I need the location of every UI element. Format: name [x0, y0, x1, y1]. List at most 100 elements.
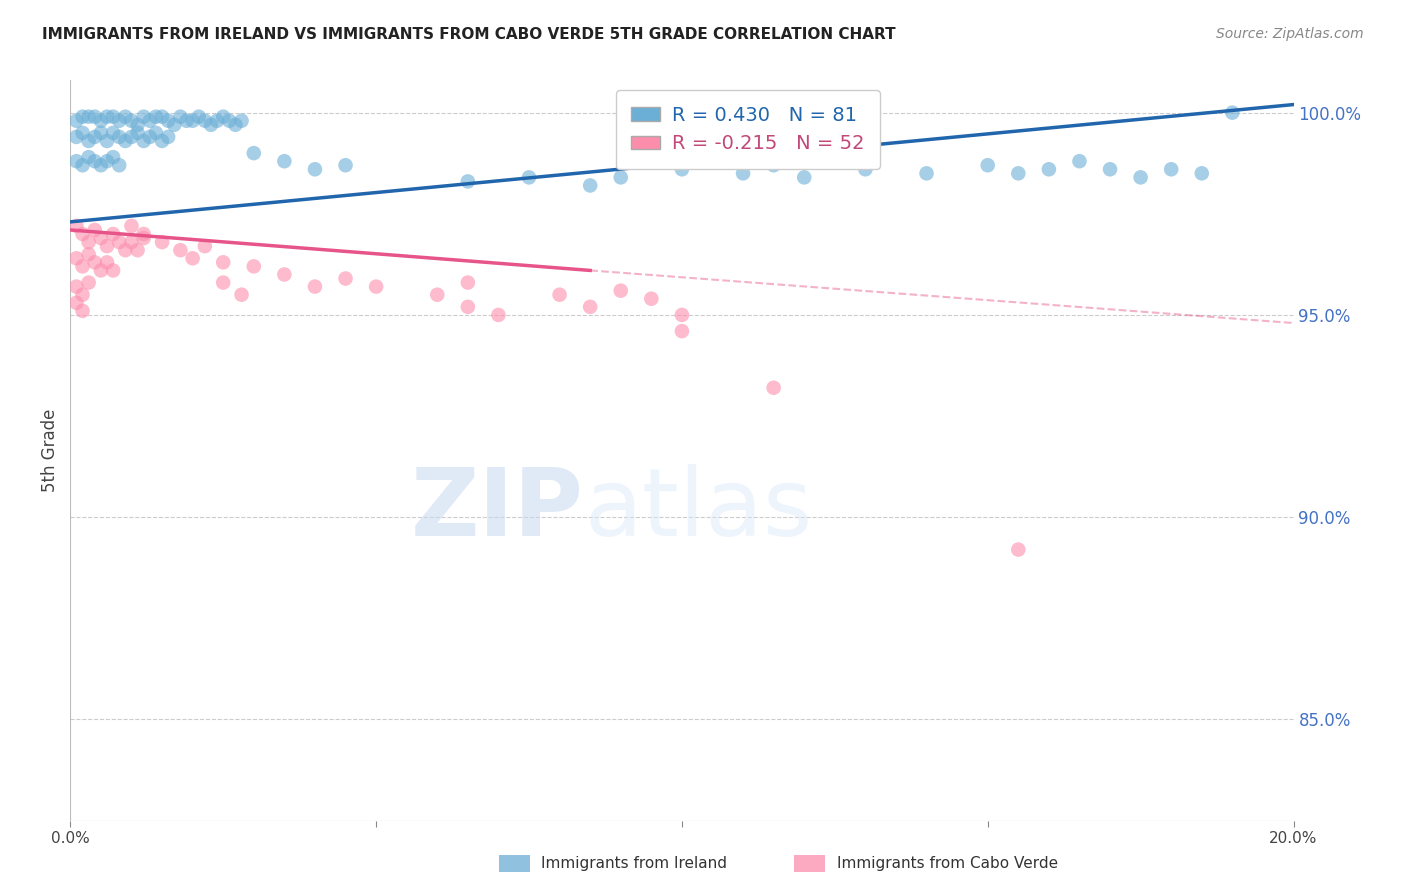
Point — [579, 300, 602, 314]
Point — [181, 252, 204, 266]
Point — [65, 154, 87, 169]
Point — [96, 134, 118, 148]
Point — [640, 292, 662, 306]
Point — [65, 295, 87, 310]
Point — [200, 118, 222, 132]
Point — [169, 243, 191, 257]
Point — [194, 239, 217, 253]
Point — [176, 113, 198, 128]
Point — [212, 255, 235, 269]
Point — [762, 158, 785, 172]
Point — [1129, 170, 1152, 185]
Point — [304, 279, 326, 293]
Point — [96, 239, 118, 253]
Point — [212, 110, 235, 124]
Point — [488, 308, 510, 322]
Point — [150, 235, 173, 249]
Point — [72, 287, 94, 301]
Point — [671, 162, 693, 177]
Point — [90, 113, 112, 128]
Point — [579, 178, 602, 193]
Point — [77, 134, 100, 148]
Point — [335, 271, 357, 285]
Point — [108, 235, 131, 249]
Point — [132, 134, 155, 148]
Point — [150, 134, 173, 148]
Point — [77, 276, 100, 290]
Point — [114, 243, 136, 257]
Point — [96, 154, 118, 169]
Text: IMMIGRANTS FROM IRELAND VS IMMIGRANTS FROM CABO VERDE 5TH GRADE CORRELATION CHAR: IMMIGRANTS FROM IRELAND VS IMMIGRANTS FR… — [42, 27, 896, 42]
Point — [96, 110, 118, 124]
Point — [72, 304, 94, 318]
Legend: R = 0.430   N = 81, R = -0.215   N = 52: R = 0.430 N = 81, R = -0.215 N = 52 — [616, 90, 880, 169]
Point — [145, 110, 167, 124]
Point — [762, 381, 785, 395]
Point — [77, 247, 100, 261]
Point — [83, 154, 105, 169]
Point — [101, 227, 124, 241]
Point — [187, 110, 209, 124]
Point — [83, 129, 105, 144]
Point — [114, 134, 136, 148]
Point — [1099, 162, 1122, 177]
Point — [273, 268, 295, 282]
Point — [90, 158, 112, 172]
Point — [224, 118, 246, 132]
Point — [218, 113, 240, 128]
Point — [855, 162, 877, 177]
Point — [77, 150, 100, 164]
Point — [121, 219, 143, 233]
Point — [121, 113, 143, 128]
Point — [366, 279, 388, 293]
Point — [127, 126, 149, 140]
Point — [77, 235, 100, 249]
Y-axis label: 5th Grade: 5th Grade — [41, 409, 59, 492]
Point — [121, 129, 143, 144]
Point — [273, 154, 295, 169]
Point — [1038, 162, 1060, 177]
Point — [157, 113, 180, 128]
Point — [90, 126, 112, 140]
Point — [96, 255, 118, 269]
Point — [101, 110, 124, 124]
Text: atlas: atlas — [583, 464, 813, 556]
Point — [548, 287, 571, 301]
Point — [610, 170, 633, 185]
Text: ZIP: ZIP — [411, 464, 583, 556]
Point — [457, 276, 479, 290]
Point — [150, 110, 173, 124]
Point — [139, 113, 162, 128]
Point — [231, 113, 253, 128]
Point — [139, 129, 162, 144]
Point — [72, 227, 94, 241]
Point — [426, 287, 449, 301]
Point — [132, 227, 155, 241]
Point — [335, 158, 357, 172]
Point — [108, 129, 131, 144]
Point — [163, 118, 186, 132]
Point — [101, 263, 124, 277]
Point — [65, 113, 87, 128]
Point — [1191, 166, 1213, 180]
Point — [101, 126, 124, 140]
Point — [108, 113, 131, 128]
Point — [457, 300, 479, 314]
Point — [733, 166, 755, 180]
Point — [72, 110, 94, 124]
Point — [72, 126, 94, 140]
Point — [181, 113, 204, 128]
Point — [145, 126, 167, 140]
Point — [205, 113, 228, 128]
Point — [1069, 154, 1091, 169]
Point — [976, 158, 998, 172]
Point — [194, 113, 217, 128]
Point — [65, 129, 87, 144]
Point — [671, 324, 693, 338]
Point — [243, 260, 266, 274]
Text: Immigrants from Cabo Verde: Immigrants from Cabo Verde — [837, 856, 1057, 871]
Point — [90, 231, 112, 245]
Point — [127, 118, 149, 132]
Point — [132, 231, 155, 245]
Point — [915, 166, 938, 180]
